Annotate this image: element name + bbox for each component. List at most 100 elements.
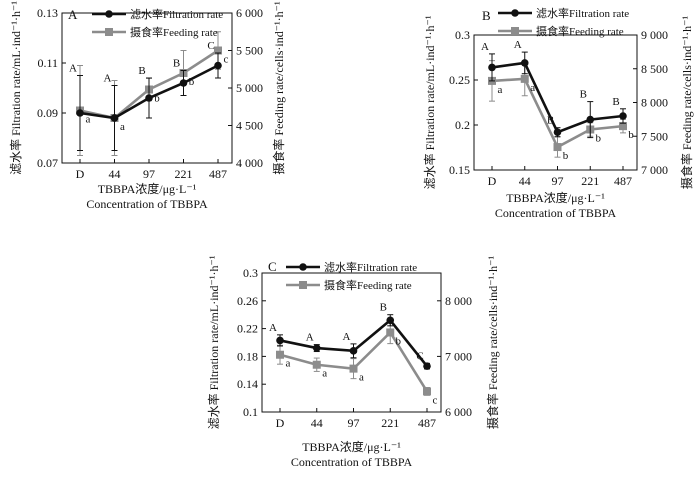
data-point: [553, 128, 562, 136]
left-tick-label: 0.2: [455, 118, 470, 132]
x-axis-label: TBBPA浓度/μg·L⁻¹: [506, 190, 605, 205]
x-tick-label: 97: [552, 174, 564, 188]
right-y-axis-label: 摄食率 Feeding rate/cells·ind⁻¹·h⁻¹: [679, 16, 694, 190]
left-tick-label: 0.22: [237, 322, 258, 336]
panel-label: C: [268, 259, 277, 274]
significance-letter: B: [547, 115, 554, 127]
x-axis-label: TBBPA浓度/μg·L⁻¹: [302, 439, 401, 454]
x-axis-label: TBBPA浓度/μg·L⁻¹: [98, 181, 197, 196]
x-tick-label: 487: [614, 174, 632, 188]
x-tick-label: D: [488, 174, 497, 188]
left-tick-label: 0.11: [37, 56, 58, 70]
significance-letter: b: [396, 335, 402, 347]
left-tick-label: 0.25: [449, 73, 470, 87]
legend-marker-feeding: [511, 27, 519, 35]
x-axis-label-en: Concentration of TBBPA: [495, 206, 617, 220]
significance-letter: c: [224, 54, 229, 66]
data-point: [214, 61, 222, 70]
right-y-axis-label: 摄食率 Feeding rate/cells·ind⁻¹·h⁻¹: [271, 1, 286, 175]
x-tick-label: 97: [348, 416, 360, 430]
x-axis-label-en: Concentration of TBBPA: [291, 455, 413, 469]
significance-letter: b: [563, 150, 569, 162]
right-tick-label: 6 000: [236, 6, 263, 20]
x-axis-label-en: Concentration of TBBPA: [86, 197, 208, 211]
data-point: [619, 122, 627, 131]
x-tick-label: 487: [209, 167, 227, 181]
x-tick-label: 221: [581, 174, 599, 188]
x-tick-label: 221: [381, 416, 399, 430]
legend-label-filtration: 滤水率Filtration rate: [324, 260, 417, 274]
x-tick-label: 44: [519, 174, 531, 188]
significance-letter: A: [514, 39, 522, 51]
significance-letter: A: [481, 41, 489, 53]
data-point: [520, 74, 529, 83]
x-tick-label: 44: [109, 167, 121, 181]
significance-letter: B: [380, 302, 387, 314]
x-tick-label: D: [276, 416, 285, 430]
data-point: [349, 347, 358, 355]
left-tick-label: 0.15: [449, 163, 470, 177]
significance-letter: a: [530, 82, 535, 94]
significance-letter: b: [628, 129, 634, 141]
left-tick-label: 0.1: [243, 405, 258, 419]
right-tick-label: 4 500: [236, 119, 263, 133]
data-point: [276, 336, 284, 345]
right-tick-label: 5 500: [236, 44, 263, 58]
significance-letter: A: [69, 63, 77, 75]
data-point: [76, 109, 84, 117]
series-filtration: A A B B C: [69, 40, 222, 151]
data-point: [386, 316, 395, 325]
right-tick-label: 8 000: [445, 294, 472, 308]
left-tick-label: 0.14: [237, 377, 258, 391]
x-tick-label: 97: [143, 167, 155, 181]
significance-letter: B: [138, 65, 145, 77]
legend-marker-feeding: [105, 28, 113, 36]
data-point: [423, 387, 431, 396]
data-point: [520, 59, 529, 67]
left-tick-label: 0.09: [37, 106, 58, 120]
legend-marker-filtration: [299, 263, 307, 271]
left-tick-label: 0.3: [455, 28, 470, 42]
significance-letter: a: [498, 84, 503, 96]
significance-letter: a: [286, 358, 291, 370]
panel-label: B: [482, 8, 491, 23]
significance-letter: C: [207, 40, 214, 52]
significance-letter: a: [322, 368, 327, 380]
significance-letter: B: [580, 89, 587, 101]
data-point: [179, 79, 188, 87]
right-tick-label: 5 000: [236, 81, 263, 95]
panel-b: B 0.15 0.2 0.25 0.3 7 000 7 500 8 000 8 500 9 000…: [422, 6, 694, 220]
legend-marker-feeding: [299, 281, 307, 289]
data-point: [586, 115, 595, 124]
significance-letter: a: [359, 372, 364, 384]
panel-c: C 0.1 0.14 0.18 0.22 0.26 0.3 6 000 7 000 8 000 D 4…: [206, 255, 500, 469]
right-tick-label: 4 000: [236, 156, 263, 170]
series-feeding: a a b b b: [488, 60, 634, 162]
legend-label-filtration: 滤水率Filtration rate: [130, 7, 223, 21]
significance-letter: C: [416, 350, 423, 362]
x-tick-label: 221: [175, 167, 193, 181]
series-feeding: a a b b c: [76, 31, 229, 156]
series-line: [491, 61, 624, 134]
x-tick-label: D: [76, 167, 85, 181]
legend-label-feeding: 摄食率Feeding rate: [130, 25, 218, 39]
legend-label-feeding: 摄食率Feeding rate: [324, 278, 412, 292]
legend-marker-filtration: [511, 9, 519, 17]
x-tick-label: 44: [311, 416, 323, 430]
data-point: [110, 114, 119, 122]
data-point: [386, 328, 395, 337]
left-tick-label: 0.18: [237, 349, 258, 363]
data-point: [423, 362, 431, 370]
data-point: [488, 63, 496, 72]
data-point: [349, 364, 358, 373]
significance-letter: A: [269, 322, 277, 334]
significance-letter: c: [433, 394, 438, 406]
data-point: [312, 344, 321, 352]
significance-letter: a: [120, 121, 125, 133]
right-tick-label: 8 000: [641, 96, 668, 110]
panel-label: A: [68, 7, 78, 22]
right-y-axis-label: 摄食率 Feeding rate/cells·ind⁻¹·h⁻¹: [485, 256, 500, 430]
significance-letter: A: [343, 331, 351, 343]
panel-a: A 0.07 0.09 0.11 0.13 4 000 4 500 5 000 5 500 6 0…: [8, 1, 286, 211]
